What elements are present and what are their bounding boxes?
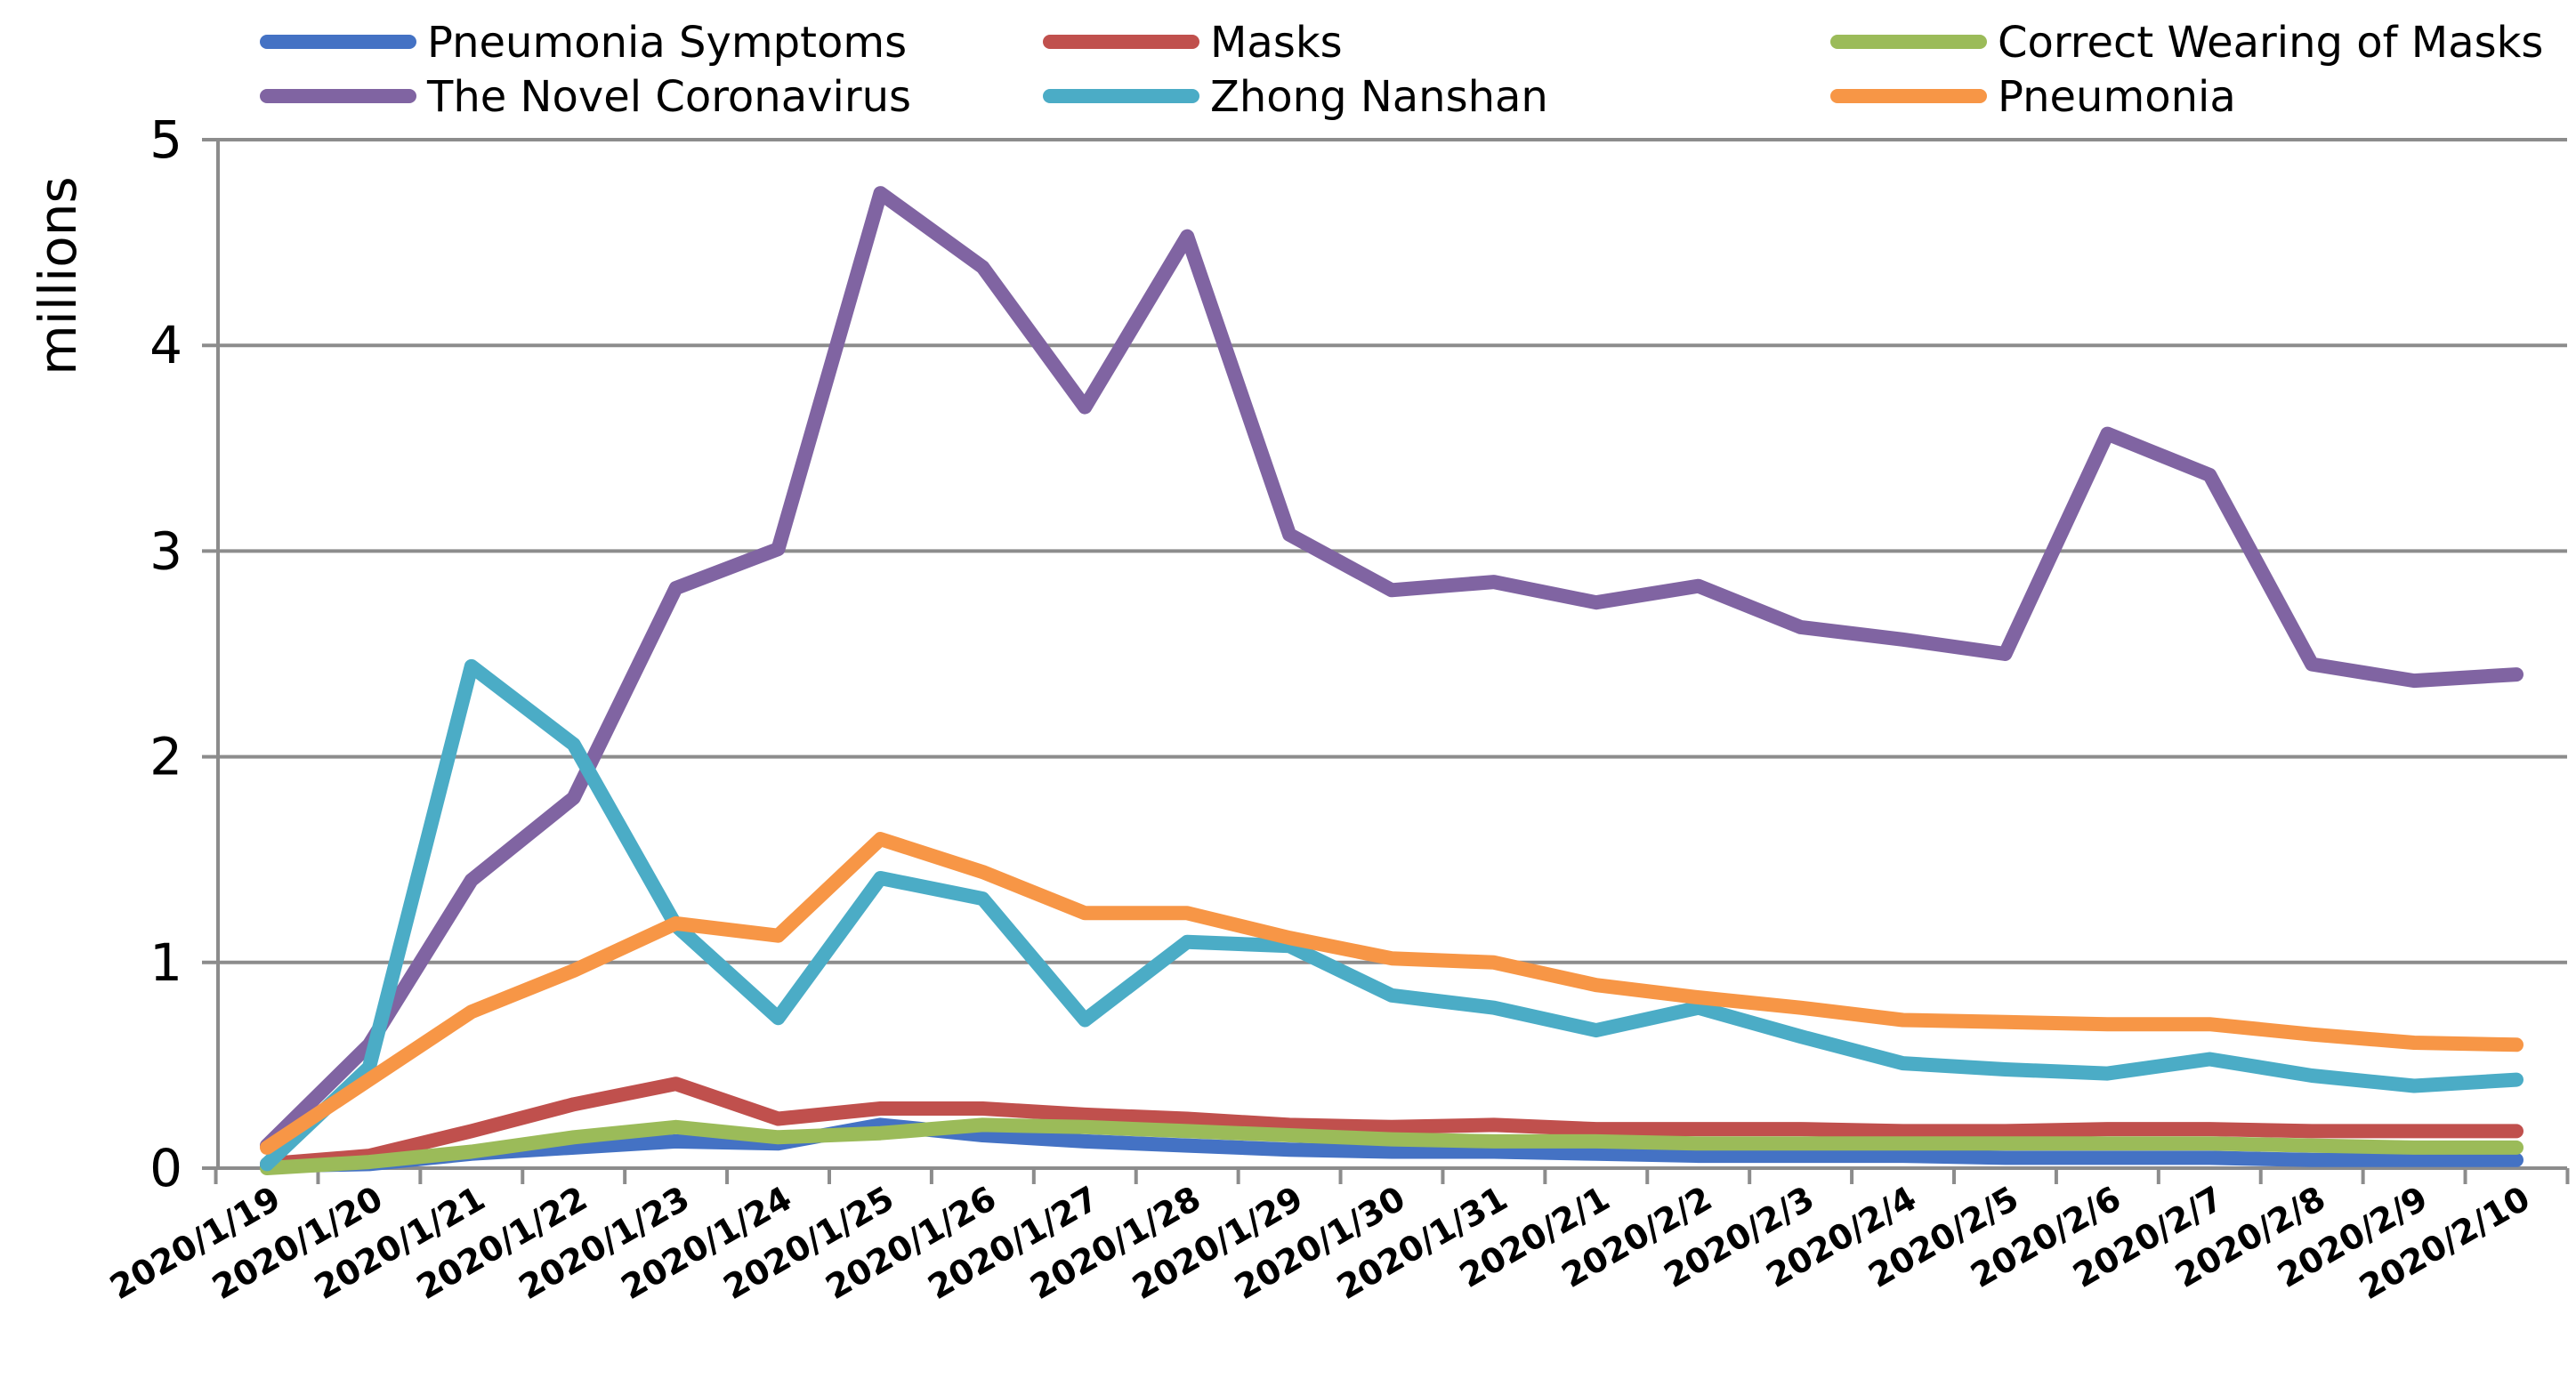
legend-label: Masks	[1210, 18, 1343, 68]
legend-label: Correct Wearing of Masks	[1998, 18, 2543, 68]
series-line	[260, 1117, 2524, 1173]
series-line	[260, 186, 2524, 1153]
y-tick-label: 1	[149, 932, 182, 993]
legend-label: Zhong Nanshan	[1210, 72, 1548, 122]
series-lines	[260, 186, 2524, 1175]
x-axis-ticks: 2020/1/192020/1/202020/1/212020/1/222020…	[103, 1168, 2570, 1307]
legend-label: Pneumonia	[1998, 72, 2236, 122]
legend: Pneumonia Symptoms Masks Correct Wearing o…	[260, 18, 2543, 122]
series-line	[260, 1077, 2524, 1172]
y-tick-label: 3	[149, 520, 182, 581]
series-line	[260, 1117, 2524, 1175]
legend-label: Pneumonia Symptoms	[427, 18, 907, 68]
series-line	[260, 658, 2524, 1172]
y-tick-label: 2	[149, 727, 182, 787]
legend-label: The Novel Coronavirus	[426, 72, 911, 122]
y-tick-label: 5	[149, 109, 182, 170]
y-axis-ticks: 0 1 2 3 4 5	[149, 109, 218, 1198]
y-axis-label: millions	[28, 176, 88, 375]
y-tick-label: 4	[149, 315, 182, 375]
series-line	[260, 832, 2524, 1155]
gridlines	[218, 138, 2567, 964]
axes	[216, 140, 2567, 1170]
y-tick-label: 0	[149, 1138, 182, 1198]
